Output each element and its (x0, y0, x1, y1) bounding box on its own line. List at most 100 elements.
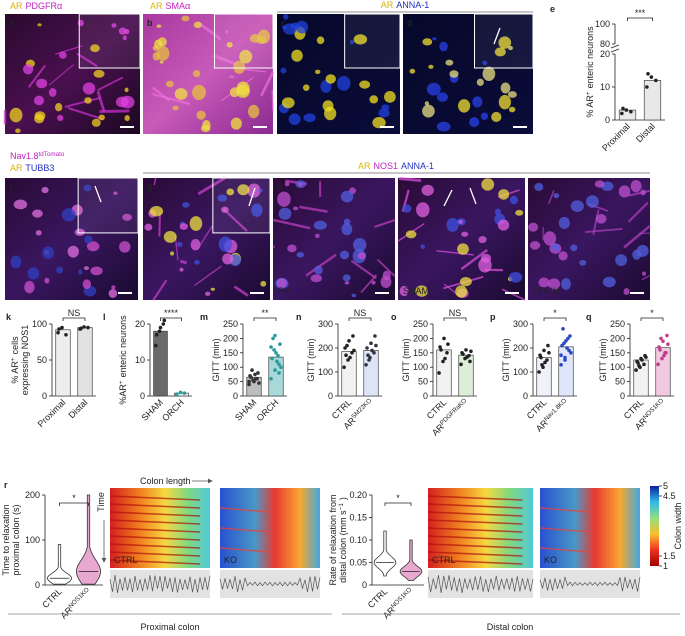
inset-frame (344, 13, 401, 69)
cell (93, 69, 105, 78)
panel-letter: j (531, 182, 535, 192)
trace-background (540, 570, 640, 598)
cell (27, 267, 40, 280)
contraction-band (109, 551, 201, 557)
panel-letter: i (402, 182, 405, 192)
fiber (96, 90, 106, 113)
cell (15, 128, 21, 134)
y-tick-label: 50 (615, 377, 625, 387)
cell (498, 94, 511, 110)
cell (120, 95, 135, 109)
y-tick-label: 200 (25, 490, 40, 500)
data-point (656, 362, 660, 367)
cell (174, 88, 188, 100)
cell (260, 280, 267, 287)
cell (336, 76, 351, 91)
cell (478, 257, 492, 273)
fiber (27, 64, 47, 88)
cell (558, 251, 568, 261)
data-point (445, 351, 449, 355)
cell (476, 78, 484, 86)
text-segment: SMAα (166, 1, 191, 11)
cell (298, 182, 303, 187)
data-point (542, 348, 546, 353)
y-tick-label: 100 (413, 362, 428, 372)
cell (230, 117, 242, 130)
data-point (161, 322, 166, 326)
data-point (561, 327, 565, 331)
fiber (271, 89, 274, 111)
text-segment: Proximal (600, 121, 632, 153)
fiber (151, 93, 191, 106)
cell (144, 223, 153, 231)
cell (378, 108, 390, 118)
stain-header: AR NOS1 ANNA-1 (358, 161, 434, 171)
fiber (158, 212, 162, 237)
data-point (344, 353, 348, 358)
data-point (182, 391, 187, 395)
data-point (640, 358, 644, 362)
y-tick-label: 0 (620, 391, 625, 401)
data-point (629, 109, 633, 114)
significance-label: * (650, 308, 654, 318)
cell (458, 99, 471, 113)
arrow (94, 185, 102, 203)
micrograph (5, 178, 138, 300)
significance-label: * (396, 493, 400, 503)
cell (277, 191, 291, 207)
cell (446, 217, 459, 232)
data-point (662, 353, 666, 358)
cell (67, 245, 79, 258)
arrow (443, 189, 453, 207)
cell (189, 216, 203, 231)
text-segment: Distal (634, 121, 657, 144)
fiber (64, 96, 101, 108)
y-tick-label: 200 (610, 333, 625, 343)
contraction-band (109, 535, 201, 541)
cell (278, 207, 292, 220)
text-segment: TUBB3 (25, 163, 54, 173)
data-point (461, 352, 465, 357)
cell (74, 228, 85, 236)
significance-label: NS (354, 308, 367, 318)
cell (303, 113, 316, 123)
data-point (661, 339, 665, 344)
cell (316, 36, 325, 45)
fiber (641, 274, 651, 281)
cell (402, 204, 412, 213)
data-point (269, 376, 273, 381)
contraction-band (539, 527, 591, 533)
cell (553, 193, 560, 199)
data-point (275, 359, 279, 364)
fiber (350, 259, 378, 280)
image-caption: PP (278, 286, 290, 296)
y-tick-label: 20 (600, 49, 610, 59)
significance-label: * (553, 308, 557, 318)
text-segment: expressing NOS1 (20, 325, 30, 396)
y-axis-label: %AR+ enteric neurons (118, 315, 129, 405)
cell (118, 27, 127, 35)
text-segment: GITT (min) (598, 338, 608, 381)
superscript: −1 (338, 503, 345, 511)
cell (509, 195, 518, 205)
data-point (178, 390, 183, 395)
cell (459, 277, 472, 287)
cell (342, 274, 351, 282)
y-tick-label: 200 (223, 333, 238, 343)
x-tick-label: CTRL (40, 586, 64, 610)
panel-letter: q (586, 312, 592, 322)
panel-letter: k (6, 312, 12, 322)
axis-caption: Time (96, 492, 106, 512)
pressure-trace (219, 576, 321, 592)
y-axis-label: % AR+ cells (10, 336, 21, 384)
significance-label: ** (261, 308, 269, 318)
fiber (399, 176, 422, 182)
significance-bracket (627, 17, 653, 21)
data-point (442, 336, 446, 341)
trace-background (220, 570, 320, 598)
data-point (257, 381, 261, 385)
y-tick-label: 0.10 (349, 535, 367, 545)
cell (324, 106, 337, 121)
cell (108, 289, 118, 298)
